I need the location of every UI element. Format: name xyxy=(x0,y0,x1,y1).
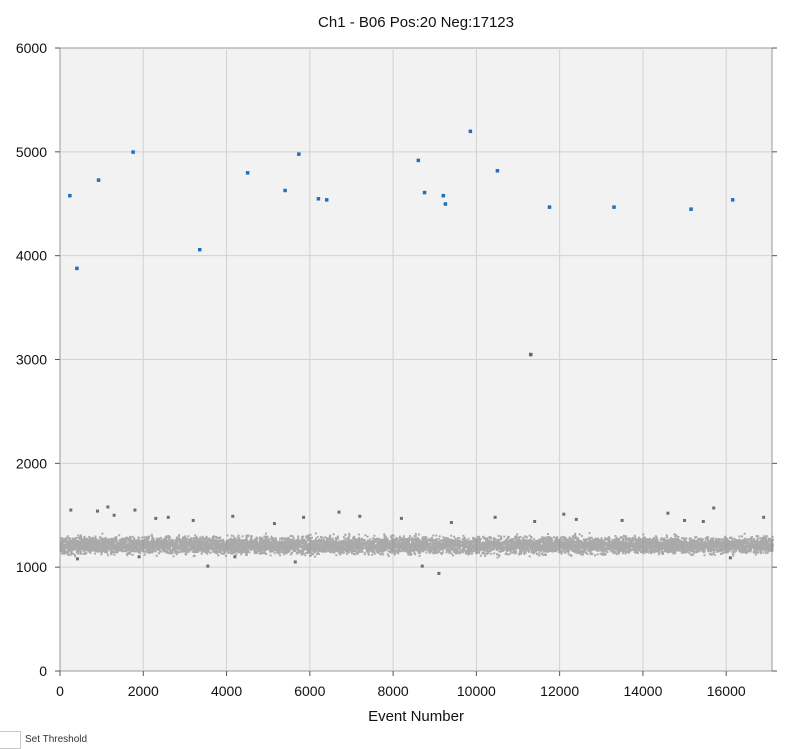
negative-droplet-outlier xyxy=(191,518,195,522)
positive-droplet-point xyxy=(324,198,329,202)
negative-droplet-outlier xyxy=(112,513,116,517)
y-tick-label: 6000 xyxy=(16,40,47,56)
negative-droplet-outlier xyxy=(133,508,137,512)
negative-droplet-outlier xyxy=(437,571,441,575)
positive-droplet-point xyxy=(297,152,301,156)
positive-droplet-point xyxy=(96,178,101,182)
positive-droplet-point xyxy=(316,197,321,201)
negative-droplet-outlier xyxy=(272,522,276,526)
set-threshold-checkbox[interactable] xyxy=(0,731,21,749)
negative-droplet-outlier xyxy=(166,515,170,519)
x-tick-label: 8000 xyxy=(378,683,409,699)
negative-droplet-outlier xyxy=(762,515,766,519)
y-tick-label: 1000 xyxy=(16,559,47,575)
x-axis-title: Event Number xyxy=(368,708,464,725)
negative-droplet-outlier xyxy=(358,514,362,518)
positive-droplet-point xyxy=(245,171,250,175)
negative-droplet-outlier xyxy=(206,564,210,568)
y-tick-label: 3000 xyxy=(16,352,47,368)
positive-droplet-point xyxy=(468,129,473,134)
gridlines xyxy=(60,48,772,671)
x-tick-label: 14000 xyxy=(623,683,662,699)
negative-droplet-band xyxy=(60,532,774,559)
chart-title: Ch1 - B06 Pos:20 Neg:17123 xyxy=(318,14,514,31)
positive-droplet-point xyxy=(612,205,616,209)
x-tick-label: 16000 xyxy=(707,683,746,699)
positive-droplet-point xyxy=(441,193,446,198)
positive-droplet-point xyxy=(495,169,500,173)
x-tick-label: 12000 xyxy=(540,683,579,699)
positive-droplet-point xyxy=(68,193,72,198)
negative-droplet-outlier xyxy=(233,555,237,559)
positive-droplet-point xyxy=(197,247,202,252)
negative-droplet-outlier xyxy=(449,521,453,525)
positive-droplet-point xyxy=(422,190,427,195)
negative-droplet-outlier xyxy=(399,516,403,520)
negative-droplet-outlier xyxy=(154,516,158,520)
data-points xyxy=(60,129,774,575)
negative-droplet-outlier xyxy=(302,515,306,519)
negative-droplet-outlier xyxy=(95,509,99,513)
negative-droplet-outlier xyxy=(533,519,537,523)
negative-droplet-outlier xyxy=(106,505,110,509)
y-tick-label: 4000 xyxy=(16,248,47,264)
y-tick-label: 0 xyxy=(39,663,47,679)
negative-droplet-outlier xyxy=(493,515,497,519)
negative-droplet-outlier xyxy=(620,518,624,522)
negative-droplet-outlier xyxy=(562,512,566,516)
negative-droplet-outlier xyxy=(574,517,578,521)
positive-droplet-point xyxy=(283,188,287,193)
x-tick-label: 2000 xyxy=(128,683,159,699)
scatter-chart[interactable]: 0 2000 4000 6000 8000 10000 12000 14000 16000 0 10… xyxy=(0,0,809,730)
y-tick-label: 5000 xyxy=(16,144,47,160)
positive-droplet-point xyxy=(131,150,135,154)
positive-droplet-point xyxy=(416,158,421,163)
positive-droplet-point xyxy=(730,198,735,202)
negative-droplet-outlier xyxy=(75,557,79,561)
x-tick-label: 4000 xyxy=(211,683,242,699)
x-tick-label: 6000 xyxy=(294,683,325,699)
axes: 0 2000 4000 6000 8000 10000 12000 14000 16000 0 10… xyxy=(16,40,777,699)
positive-droplet-point xyxy=(75,266,79,271)
y-tick-label: 2000 xyxy=(16,455,47,471)
negative-droplet-outlier xyxy=(712,506,716,510)
rain-droplet-point xyxy=(529,352,533,357)
set-threshold-label: Set Threshold xyxy=(25,734,88,745)
negative-droplet-outlier xyxy=(420,564,424,568)
x-tick-label: 10000 xyxy=(457,683,496,699)
negative-droplet-outlier xyxy=(231,514,235,518)
negative-droplet-outlier xyxy=(293,560,297,564)
negative-droplet-outlier xyxy=(666,511,670,515)
negative-droplet-outlier xyxy=(728,556,732,560)
negative-droplet-outlier xyxy=(69,508,73,512)
x-tick-label: 0 xyxy=(56,683,64,699)
positive-droplet-point xyxy=(547,205,552,209)
negative-droplet-outlier xyxy=(137,555,141,559)
positive-droplet-point xyxy=(689,207,693,211)
positive-droplet-point xyxy=(443,202,448,206)
negative-droplet-outlier xyxy=(683,518,687,522)
negative-droplet-outlier xyxy=(701,519,705,523)
negative-droplet-outlier xyxy=(337,510,341,514)
